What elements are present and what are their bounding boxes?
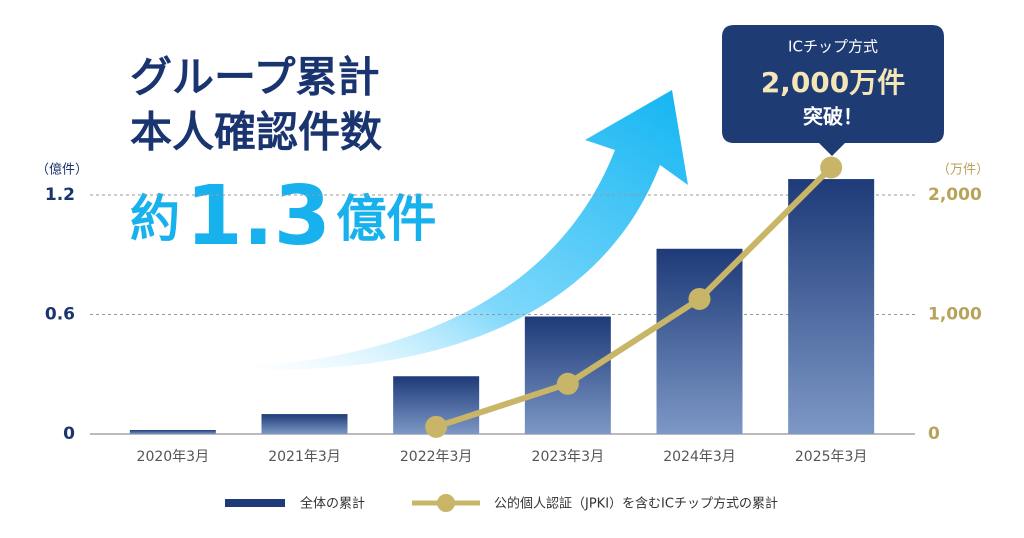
y-tick-label: 0.6 — [45, 305, 75, 325]
y-unit: （億件） — [36, 162, 88, 178]
x-tick-label: 2025年3月 — [795, 449, 868, 465]
line-point — [556, 372, 579, 395]
headline: 本人確認件数 — [130, 108, 382, 157]
y-tick-label: 0 — [63, 424, 75, 444]
line-point — [820, 156, 843, 179]
legend-swatch — [437, 494, 455, 512]
bar — [656, 248, 743, 434]
x-tick-label: 2021年3月 — [268, 449, 341, 465]
line-point — [688, 287, 711, 310]
bar — [261, 414, 348, 434]
highlight-prefix: 約 — [130, 190, 180, 248]
x-tick-label: 2023年3月 — [532, 449, 605, 465]
x-tick-label: 2024年3月 — [663, 449, 736, 465]
line-point — [425, 415, 448, 438]
legend-swatch — [225, 499, 285, 507]
callout-box — [722, 25, 944, 156]
y2-tick-label: 2,000 — [928, 185, 982, 205]
callout-text: ICチップ方式 — [788, 38, 878, 56]
y2-tick-label: 0 — [928, 424, 940, 444]
headline: グループ累計 — [130, 53, 379, 102]
bar — [788, 179, 875, 434]
highlight: 約 1.3 億件 — [130, 169, 436, 264]
x-tick-label: 2022年3月 — [400, 449, 473, 465]
highlight-suffix: 億件 — [336, 190, 436, 248]
callout-text: 突破！ — [803, 105, 863, 129]
bar — [129, 430, 216, 434]
callout-text: 2,000万件 — [761, 66, 906, 99]
y2-unit: （万件） — [937, 163, 989, 178]
y2-tick-label: 1,000 — [928, 305, 982, 325]
x-tick-label: 2020年3月 — [137, 449, 210, 465]
legend-label: 全体の累計 — [300, 496, 365, 512]
highlight-number: 1.3 — [186, 169, 331, 264]
grid — [90, 194, 915, 435]
legend-label: 公的個人認証（JPKI）を含むICチップ方式の累計 — [494, 496, 778, 512]
line — [435, 165, 834, 430]
growth-arrow — [225, 90, 688, 370]
y-tick-label: 1.2 — [45, 185, 75, 205]
